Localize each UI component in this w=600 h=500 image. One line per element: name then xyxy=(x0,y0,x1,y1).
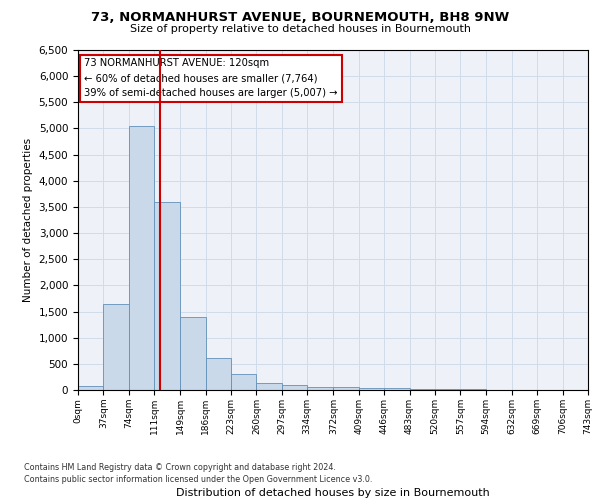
Y-axis label: Number of detached properties: Number of detached properties xyxy=(23,138,33,302)
Bar xyxy=(231,374,256,390)
Bar xyxy=(103,304,129,390)
Text: Distribution of detached houses by size in Bournemouth: Distribution of detached houses by size … xyxy=(176,488,490,498)
Bar xyxy=(282,386,307,390)
Bar xyxy=(256,382,282,390)
Bar xyxy=(129,126,154,390)
Bar xyxy=(410,389,435,390)
Bar xyxy=(154,202,180,390)
Bar xyxy=(435,389,460,390)
Bar xyxy=(206,358,231,390)
Bar xyxy=(307,388,334,390)
Bar xyxy=(78,386,103,390)
Text: Size of property relative to detached houses in Bournemouth: Size of property relative to detached ho… xyxy=(130,24,470,34)
Bar xyxy=(334,388,359,390)
Bar xyxy=(359,388,384,390)
Text: Contains HM Land Registry data © Crown copyright and database right 2024.: Contains HM Land Registry data © Crown c… xyxy=(24,464,336,472)
Text: 73, NORMANHURST AVENUE, BOURNEMOUTH, BH8 9NW: 73, NORMANHURST AVENUE, BOURNEMOUTH, BH8… xyxy=(91,11,509,24)
Bar xyxy=(180,317,206,390)
Bar xyxy=(384,388,410,390)
Text: Contains public sector information licensed under the Open Government Licence v3: Contains public sector information licen… xyxy=(24,475,373,484)
Text: 73 NORMANHURST AVENUE: 120sqm
← 60% of detached houses are smaller (7,764)
39% o: 73 NORMANHURST AVENUE: 120sqm ← 60% of d… xyxy=(84,58,338,98)
